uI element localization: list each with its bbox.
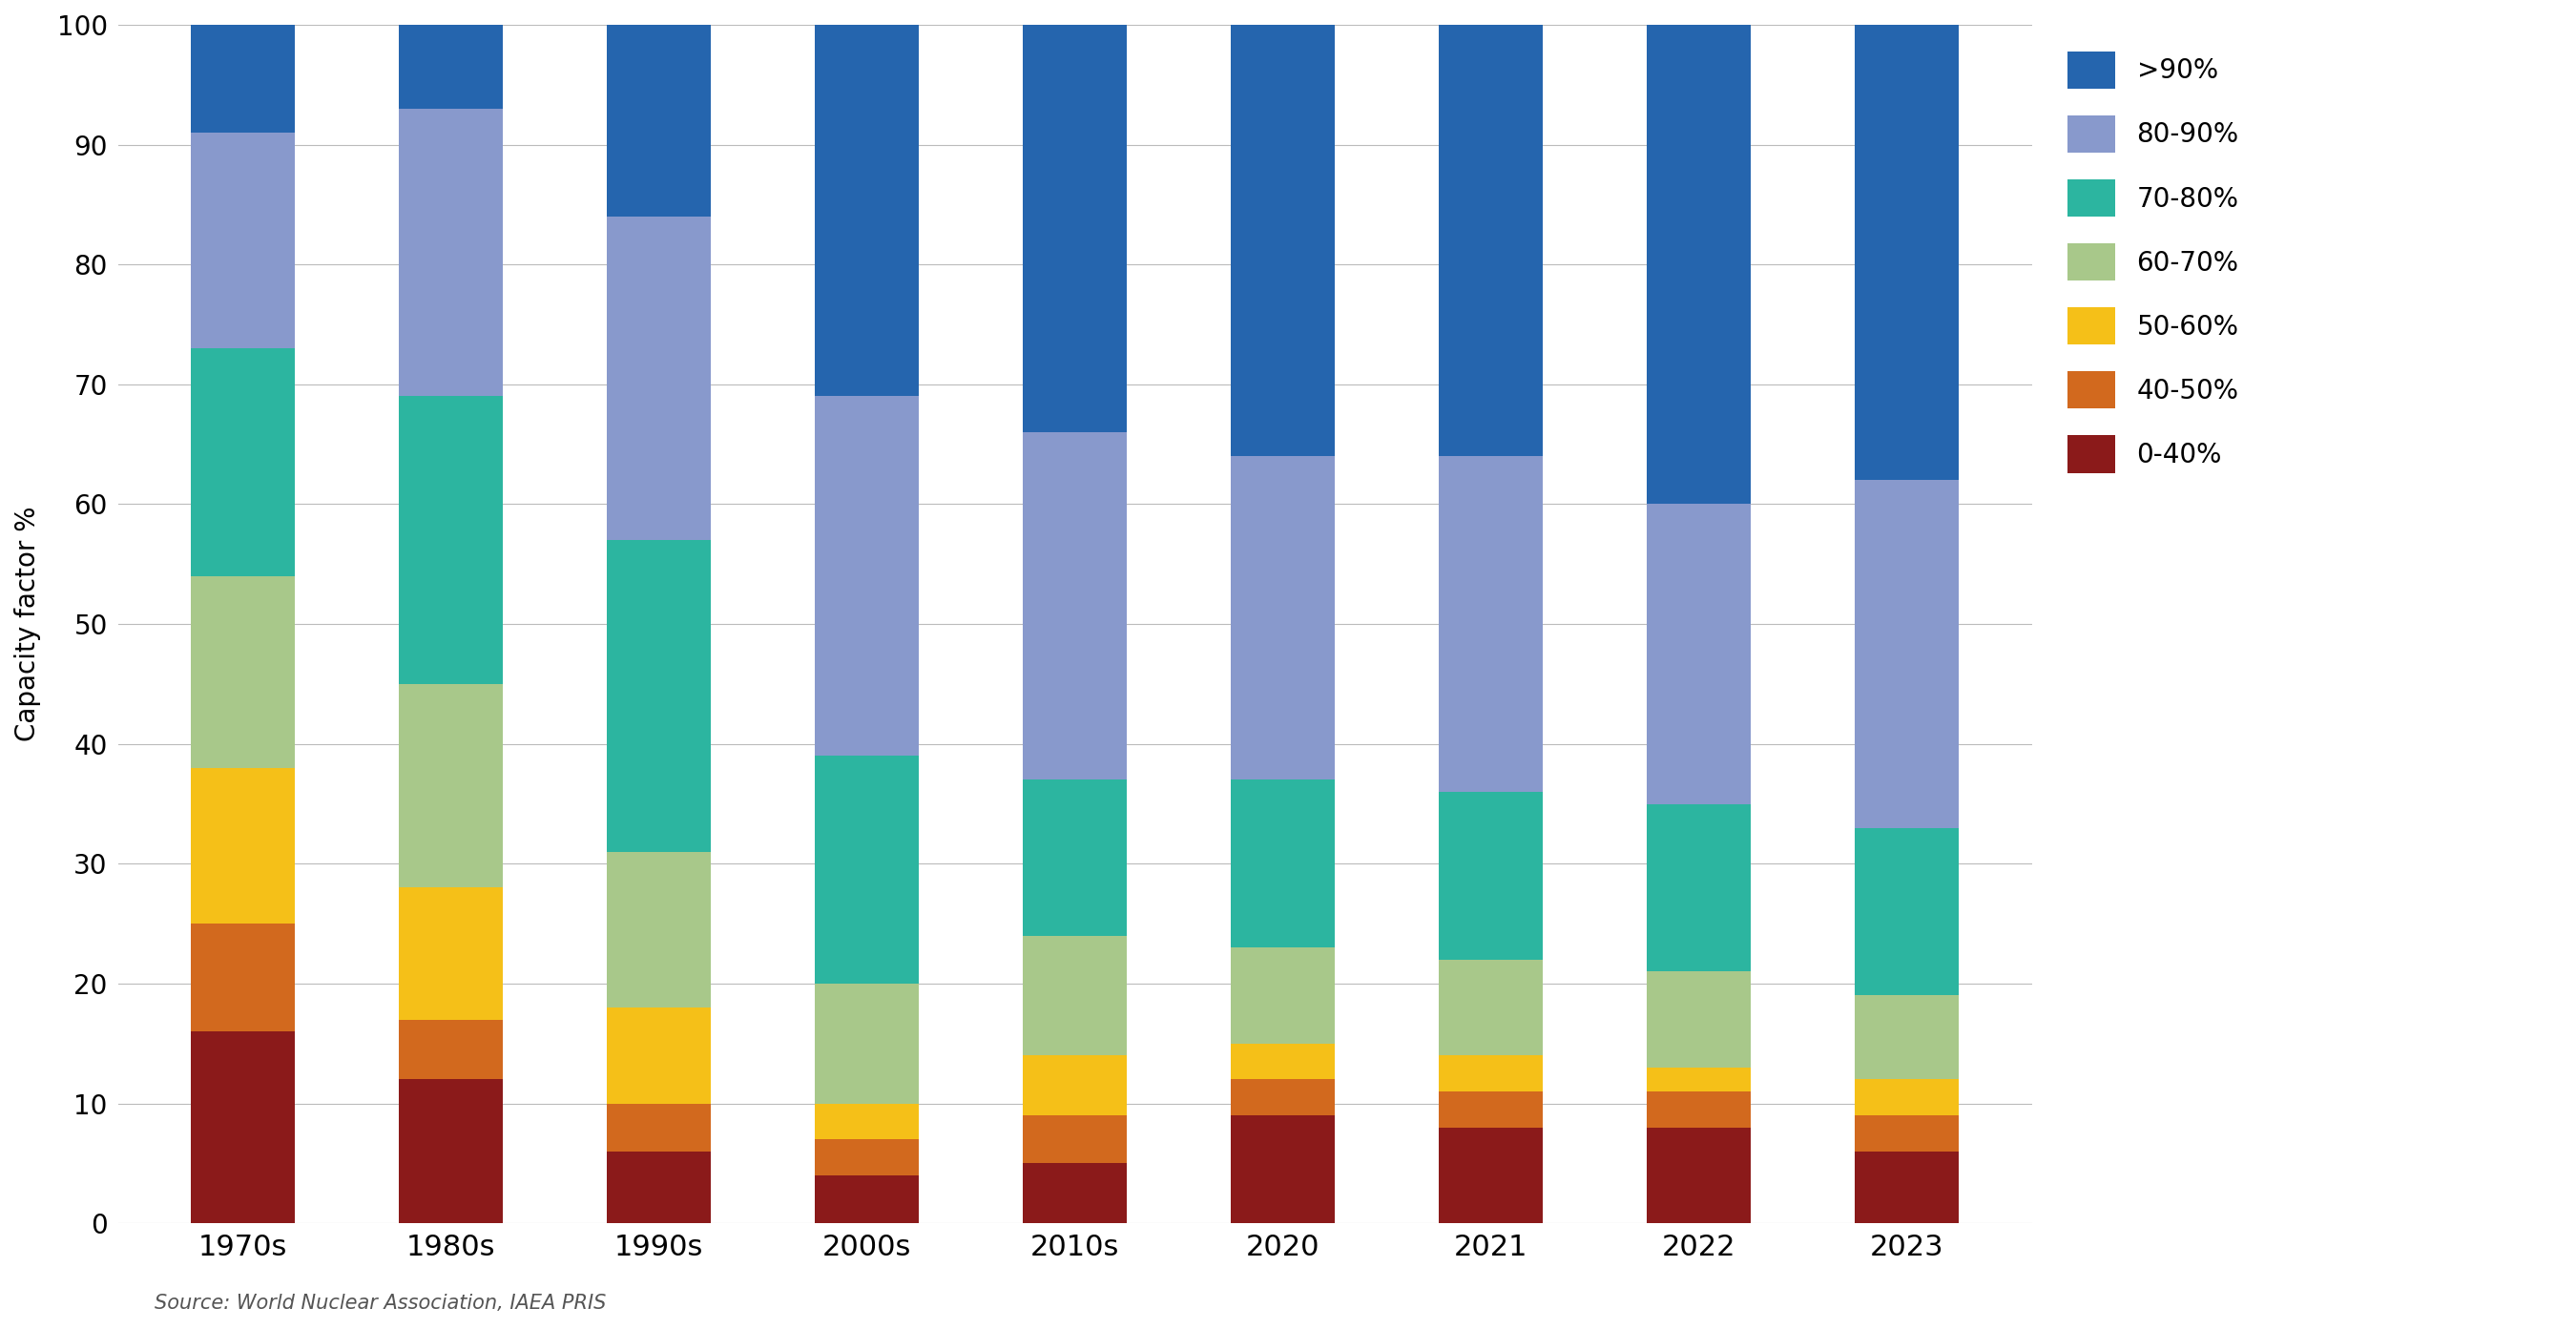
Bar — [608, 217, 711, 540]
Bar — [1646, 1127, 1752, 1223]
Bar — [399, 888, 502, 1019]
Bar — [608, 1007, 711, 1103]
Bar — [399, 25, 502, 109]
Bar — [399, 109, 502, 396]
Bar — [1023, 25, 1126, 432]
Bar — [1855, 1151, 1958, 1223]
Bar — [1855, 1079, 1958, 1115]
Y-axis label: Capacity factor %: Capacity factor % — [15, 506, 41, 742]
Bar — [1023, 1163, 1126, 1223]
Bar — [814, 25, 920, 396]
Bar — [814, 1103, 920, 1139]
Bar — [814, 983, 920, 1103]
Bar — [1231, 948, 1334, 1043]
Bar — [608, 852, 711, 1007]
Bar — [814, 396, 920, 756]
Bar — [1855, 1115, 1958, 1151]
Legend: >90%, 80-90%, 70-80%, 60-70%, 50-60%, 40-50%, 0-40%: >90%, 80-90%, 70-80%, 60-70%, 50-60%, 40… — [2056, 39, 2251, 486]
Bar — [1231, 1079, 1334, 1115]
Bar — [1440, 456, 1543, 792]
Bar — [1231, 456, 1334, 780]
Bar — [191, 768, 296, 924]
Bar — [814, 756, 920, 983]
Bar — [1646, 971, 1752, 1067]
Bar — [608, 1103, 711, 1151]
Bar — [814, 1175, 920, 1223]
Bar — [191, 575, 296, 768]
Bar — [1855, 25, 1958, 480]
Bar — [608, 1151, 711, 1223]
Text: Source: World Nuclear Association, IAEA PRIS: Source: World Nuclear Association, IAEA … — [155, 1294, 605, 1313]
Bar — [1440, 1091, 1543, 1127]
Bar — [1646, 504, 1752, 804]
Bar — [399, 396, 502, 684]
Bar — [1646, 1067, 1752, 1091]
Bar — [1440, 1127, 1543, 1223]
Bar — [1023, 432, 1126, 780]
Bar — [814, 1139, 920, 1175]
Bar — [399, 1019, 502, 1079]
Bar — [1440, 960, 1543, 1055]
Bar — [1023, 1115, 1126, 1163]
Bar — [1855, 480, 1958, 828]
Bar — [1023, 780, 1126, 936]
Bar — [1440, 1055, 1543, 1091]
Bar — [1855, 995, 1958, 1079]
Bar — [191, 133, 296, 348]
Bar — [191, 924, 296, 1031]
Bar — [1646, 804, 1752, 971]
Bar — [399, 684, 502, 888]
Bar — [1440, 25, 1543, 456]
Bar — [191, 1031, 296, 1223]
Bar — [1231, 1043, 1334, 1079]
Bar — [608, 540, 711, 852]
Bar — [1855, 828, 1958, 995]
Bar — [1023, 1055, 1126, 1115]
Bar — [1023, 936, 1126, 1055]
Bar — [1231, 1115, 1334, 1223]
Bar — [608, 25, 711, 217]
Bar — [1646, 25, 1752, 504]
Bar — [1440, 792, 1543, 960]
Bar — [191, 25, 296, 133]
Bar — [1231, 780, 1334, 948]
Bar — [191, 348, 296, 575]
Bar — [1646, 1091, 1752, 1127]
Bar — [1231, 25, 1334, 456]
Bar — [399, 1079, 502, 1223]
